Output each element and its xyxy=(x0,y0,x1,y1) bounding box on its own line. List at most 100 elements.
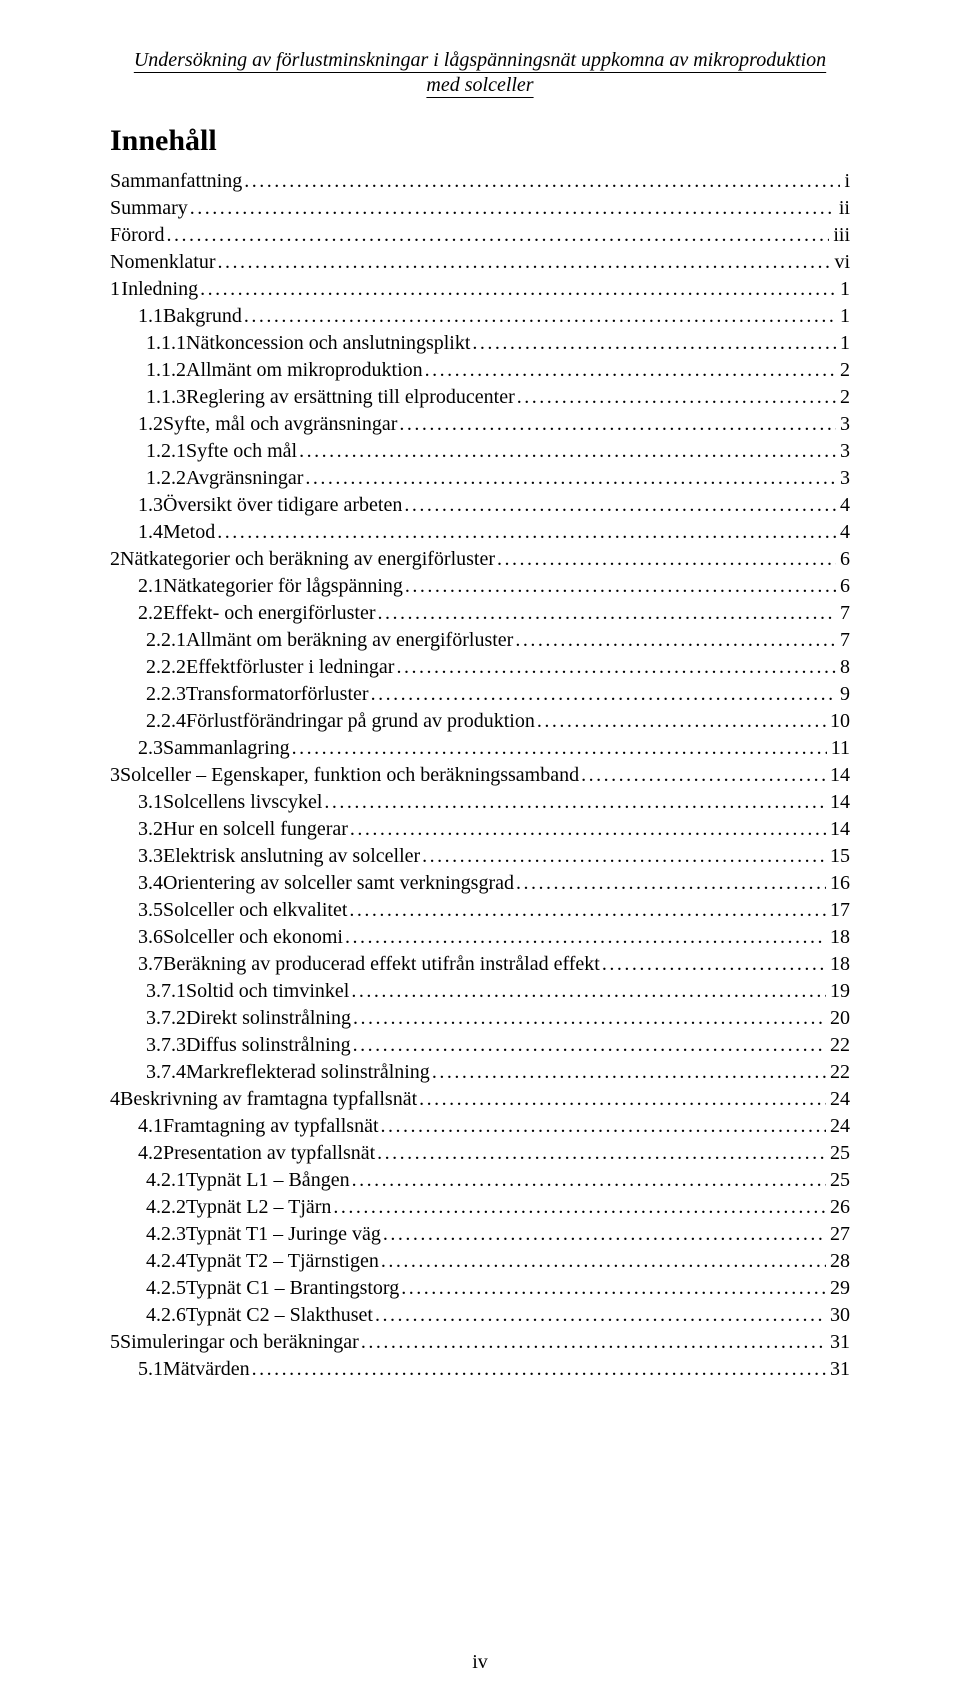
toc-leader-dots xyxy=(515,627,836,654)
toc-entry-label: Elektrisk anslutning av solceller xyxy=(163,843,420,870)
toc-entry: 3Solceller – Egenskaper, funktion och be… xyxy=(110,762,850,789)
toc-entry-number: 1.2.2 xyxy=(146,465,186,492)
toc-entry-label: Sammanlagring xyxy=(163,735,290,762)
toc-entry-number: 2.2 xyxy=(138,600,163,627)
toc-entry-label: Avgränsningar xyxy=(186,465,303,492)
toc-leader-dots xyxy=(371,681,836,708)
toc-entry-label: Effektförluster i ledningar xyxy=(186,654,394,681)
toc-entry: Summary ii xyxy=(110,195,850,222)
toc-entry-number: 4.2.3 xyxy=(146,1221,186,1248)
toc-entry-page: 7 xyxy=(838,627,850,654)
toc-entry-label: Allmänt om beräkning av energiförluster xyxy=(186,627,513,654)
toc-entry-label: Direkt solinstrålning xyxy=(186,1005,351,1032)
toc-leader-dots xyxy=(244,168,840,195)
toc-leader-dots xyxy=(432,1059,826,1086)
toc-entry-label: Presentation av typfallsnät xyxy=(163,1140,375,1167)
toc-entry-number: 3.7.1 xyxy=(146,978,186,1005)
toc-entry-number: 2.2.3 xyxy=(146,681,186,708)
toc-entry-number: 4 xyxy=(110,1086,120,1113)
toc-leader-dots xyxy=(422,843,826,870)
toc-entry: 1.2Syfte, mål och avgränsningar3 xyxy=(110,411,850,438)
toc-entry-page: 1 xyxy=(838,303,850,330)
toc-entry-label: Transformatorförluster xyxy=(186,681,369,708)
toc-leader-dots xyxy=(217,519,836,546)
toc-entry: Förordiii xyxy=(110,222,850,249)
toc-entry-label: Syfte, mål och avgränsningar xyxy=(163,411,397,438)
toc-entry-label: Solceller – Egenskaper, funktion och ber… xyxy=(120,762,579,789)
toc-entry: 2.2.1Allmänt om beräkning av energiförlu… xyxy=(110,627,850,654)
toc-entry-page: 31 xyxy=(828,1356,850,1383)
toc-entry-number: 3.7.2 xyxy=(146,1005,186,1032)
toc-entry-label: Diffus solinstrålning xyxy=(186,1032,351,1059)
toc-entry-label: Simuleringar och beräkningar xyxy=(120,1329,359,1356)
toc-entry-number: 5 xyxy=(110,1329,120,1356)
page-number-footer: iv xyxy=(0,1651,960,1674)
toc-entry: 3.1Solcellens livscykel14 xyxy=(110,789,850,816)
table-of-contents: SammanfattningiSummaryiiFörordiiiNomenkl… xyxy=(110,168,850,1383)
toc-entry: 3.7.2Direkt solinstrålning20 xyxy=(110,1005,850,1032)
toc-entry: 4.2.6Typnät C2 – Slakthuset30 xyxy=(110,1302,850,1329)
toc-entry-number: 3 xyxy=(110,762,120,789)
toc-entry-page: i xyxy=(842,168,850,195)
toc-leader-dots xyxy=(537,708,826,735)
toc-leader-dots xyxy=(350,816,826,843)
toc-entry-page: 15 xyxy=(828,843,850,870)
toc-leader-dots xyxy=(472,330,836,357)
toc-entry: 3.7.1Soltid och timvinkel19 xyxy=(110,978,850,1005)
toc-entry: 3.5Solceller och elkvalitet17 xyxy=(110,897,850,924)
toc-entry-number: 1.1.2 xyxy=(146,357,186,384)
toc-entry-label: Hur en solcell fungerar xyxy=(163,816,348,843)
toc-entry: 1.2.2Avgränsningar3 xyxy=(110,465,850,492)
toc-entry-number: 3.3 xyxy=(138,843,163,870)
toc-entry-number: 4.2 xyxy=(138,1140,163,1167)
toc-entry-label: Inledning xyxy=(121,276,198,303)
toc-leader-dots xyxy=(517,384,836,411)
toc-entry: 1.1.3Reglering av ersättning till elprod… xyxy=(110,384,850,411)
toc-entry-label: Typnät T1 – Juringe väg xyxy=(186,1221,381,1248)
toc-entry-number: 4.2.6 xyxy=(146,1302,186,1329)
toc-entry-number: 1.2.1 xyxy=(146,438,186,465)
toc-entry-label: Solceller och elkvalitet xyxy=(163,897,347,924)
toc-entry-page: 7 xyxy=(838,600,850,627)
toc-leader-dots xyxy=(349,897,826,924)
toc-entry-page: 6 xyxy=(838,573,850,600)
toc-entry-page: 1 xyxy=(838,276,850,303)
toc-entry-number: 3.4 xyxy=(138,870,163,897)
toc-entry: 1.4Metod4 xyxy=(110,519,850,546)
toc-leader-dots xyxy=(352,1167,826,1194)
toc-entry-page: 8 xyxy=(838,654,850,681)
toc-entry-number: 4.2.5 xyxy=(146,1275,186,1302)
toc-entry-label: Bakgrund xyxy=(163,303,242,330)
toc-leader-dots xyxy=(299,438,836,465)
toc-entry: 4.2.4Typnät T2 – Tjärnstigen28 xyxy=(110,1248,850,1275)
toc-entry-page: 4 xyxy=(838,519,850,546)
toc-entry: 2.1Nätkategorier för lågspänning6 xyxy=(110,573,850,600)
toc-leader-dots xyxy=(425,357,836,384)
toc-entry-page: 24 xyxy=(828,1086,850,1113)
toc-entry-label: Syfte och mål xyxy=(186,438,297,465)
toc-leader-dots xyxy=(305,465,836,492)
toc-entry: 4.1Framtagning av typfallsnät24 xyxy=(110,1113,850,1140)
toc-entry-label: Typnät C2 – Slakthuset xyxy=(186,1302,373,1329)
toc-entry: 2.2.3Transformatorförluster9 xyxy=(110,681,850,708)
toc-entry-label: Typnät C1 – Brantingstorg xyxy=(186,1275,399,1302)
toc-entry-page: 18 xyxy=(828,924,850,951)
toc-entry-label: Summary xyxy=(110,195,188,222)
toc-entry-number: 2.2.2 xyxy=(146,654,186,681)
toc-entry-label: Solcellens livscykel xyxy=(163,789,322,816)
toc-entry-page: 16 xyxy=(828,870,850,897)
toc-entry-number: 4.2.2 xyxy=(146,1194,186,1221)
toc-entry-number: 4.2.4 xyxy=(146,1248,186,1275)
toc-entry-page: 14 xyxy=(828,816,850,843)
toc-entry: 3.7.4Markreflekterad solinstrålning22 xyxy=(110,1059,850,1086)
toc-entry-page: ii xyxy=(837,195,850,222)
toc-leader-dots xyxy=(166,222,829,249)
toc-entry: 4Beskrivning av framtagna typfallsnät24 xyxy=(110,1086,850,1113)
toc-leader-dots xyxy=(252,1356,826,1383)
toc-entry-label: Reglering av ersättning till elproducent… xyxy=(186,384,515,411)
toc-entry-page: 19 xyxy=(828,978,850,1005)
toc-leader-dots xyxy=(244,303,836,330)
toc-leader-dots xyxy=(377,1140,826,1167)
toc-leader-dots xyxy=(381,1248,826,1275)
toc-entry-number: 5.1 xyxy=(138,1356,163,1383)
